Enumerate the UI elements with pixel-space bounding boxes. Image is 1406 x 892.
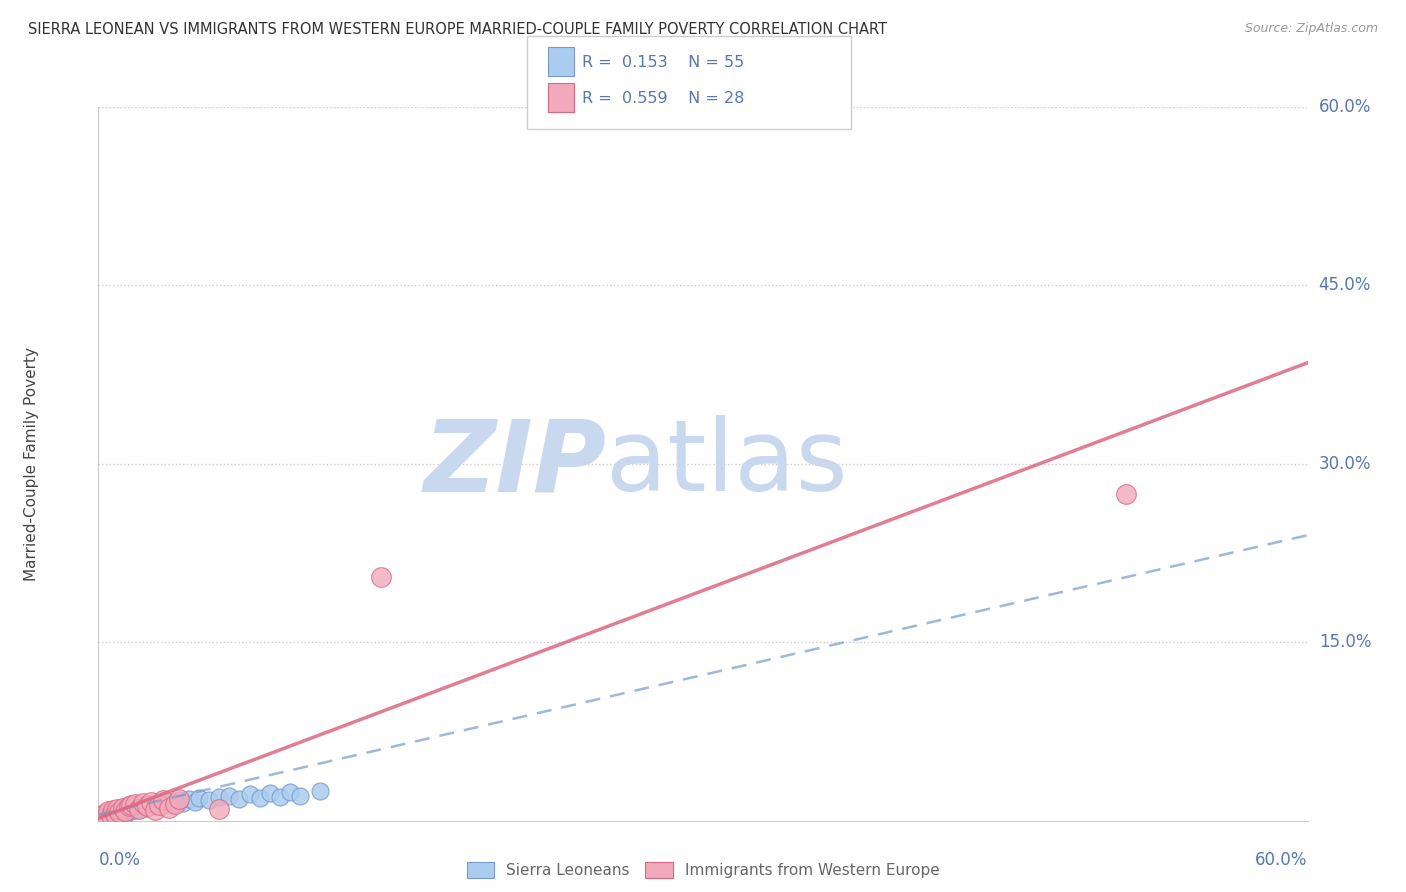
Point: [309, 784, 332, 798]
Point: [103, 806, 125, 821]
Point: [239, 788, 262, 802]
Text: 0.0%: 0.0%: [98, 851, 141, 869]
Point: [124, 803, 146, 817]
Point: [96, 811, 118, 825]
Point: [97, 806, 120, 821]
Point: [228, 792, 250, 806]
Point: [111, 800, 134, 814]
Point: [100, 809, 122, 823]
Point: [91, 809, 114, 823]
Text: SIERRA LEONEAN VS IMMIGRANTS FROM WESTERN EUROPE MARRIED-COUPLE FAMILY POVERTY C: SIERRA LEONEAN VS IMMIGRANTS FROM WESTER…: [28, 22, 887, 37]
Point: [148, 796, 170, 810]
Point: [167, 793, 190, 807]
Point: [105, 805, 128, 820]
Point: [163, 797, 186, 811]
Point: [89, 811, 111, 825]
Point: [111, 804, 134, 818]
Point: [105, 802, 128, 816]
Point: [124, 797, 146, 811]
Point: [89, 813, 111, 827]
Point: [101, 807, 124, 822]
Point: [370, 570, 392, 584]
Text: 30.0%: 30.0%: [1319, 455, 1371, 473]
Text: 60.0%: 60.0%: [1256, 851, 1308, 869]
Point: [157, 800, 180, 814]
Point: [172, 796, 194, 810]
Point: [157, 795, 180, 809]
Point: [139, 795, 162, 809]
Point: [103, 806, 125, 821]
Point: [93, 806, 115, 821]
Point: [105, 809, 128, 823]
Point: [110, 806, 132, 821]
Point: [163, 797, 186, 811]
Point: [259, 786, 281, 800]
Point: [198, 793, 221, 807]
Point: [107, 805, 129, 820]
Point: [100, 807, 122, 822]
Point: [143, 803, 166, 817]
Point: [96, 810, 118, 824]
Legend: Sierra Leoneans, Immigrants from Western Europe: Sierra Leoneans, Immigrants from Western…: [460, 856, 946, 884]
Point: [101, 803, 124, 817]
Text: 15.0%: 15.0%: [1319, 633, 1371, 651]
Point: [103, 804, 125, 818]
Text: 60.0%: 60.0%: [1319, 98, 1371, 116]
Point: [125, 799, 148, 814]
Point: [208, 802, 231, 816]
Point: [143, 799, 166, 814]
Point: [249, 791, 271, 805]
Point: [115, 805, 138, 820]
Text: R =  0.153    N = 55: R = 0.153 N = 55: [582, 55, 744, 70]
Point: [132, 796, 155, 810]
Point: [121, 800, 143, 814]
Point: [177, 792, 201, 806]
Point: [114, 807, 136, 822]
Point: [114, 804, 136, 818]
Point: [152, 793, 174, 807]
Point: [101, 810, 124, 824]
Text: 45.0%: 45.0%: [1319, 277, 1371, 294]
Point: [97, 804, 120, 818]
Point: [167, 792, 190, 806]
Point: [91, 809, 114, 823]
Point: [128, 802, 150, 816]
Point: [111, 802, 134, 816]
Point: [132, 798, 155, 813]
Point: [118, 802, 141, 816]
Text: Source: ZipAtlas.com: Source: ZipAtlas.com: [1244, 22, 1378, 36]
Text: ZIP: ZIP: [423, 416, 606, 512]
Text: R =  0.559    N = 28: R = 0.559 N = 28: [582, 91, 744, 105]
Point: [107, 807, 129, 822]
Point: [139, 797, 162, 811]
Point: [118, 799, 141, 814]
Text: Married-Couple Family Poverty: Married-Couple Family Poverty: [24, 347, 39, 581]
Point: [135, 800, 157, 814]
Point: [97, 810, 120, 824]
Point: [208, 789, 231, 804]
Point: [135, 799, 157, 814]
Point: [114, 803, 136, 817]
Point: [184, 795, 207, 809]
Point: [96, 807, 118, 822]
Point: [269, 789, 291, 804]
Point: [288, 789, 311, 803]
Text: atlas: atlas: [606, 416, 848, 512]
Point: [128, 802, 150, 816]
Point: [188, 791, 211, 805]
Point: [91, 811, 114, 825]
Point: [100, 805, 122, 820]
Point: [218, 789, 240, 803]
Point: [148, 798, 170, 813]
Point: [120, 804, 142, 818]
Point: [278, 785, 301, 799]
Point: [93, 813, 115, 827]
Point: [107, 803, 129, 817]
Point: [1115, 486, 1137, 500]
Point: [93, 810, 115, 824]
Point: [152, 798, 174, 813]
Point: [120, 798, 142, 813]
